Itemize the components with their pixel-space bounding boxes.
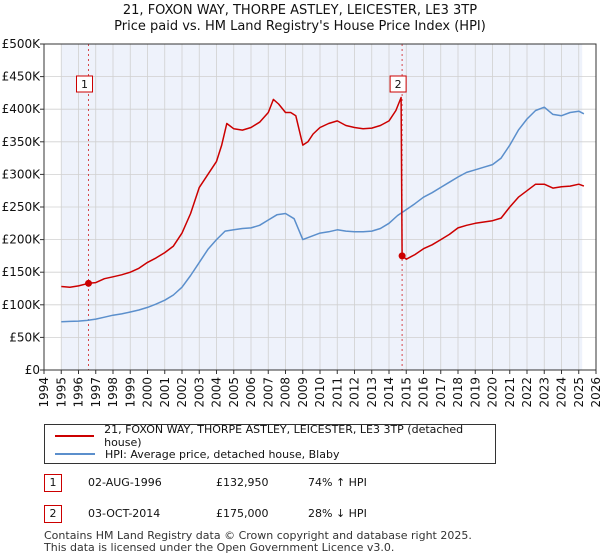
x-tick-label: 2008 — [279, 377, 293, 408]
y-tick-label: £400K — [2, 102, 42, 116]
transaction-label-number: 2 — [395, 78, 402, 91]
y-tick-label: £0 — [25, 363, 40, 377]
x-tick-label: 2024 — [555, 377, 569, 408]
transaction-label-number: 1 — [81, 78, 88, 91]
x-tick-label: 2001 — [158, 377, 172, 408]
x-tick-label: 2016 — [417, 377, 431, 408]
chart-title-line2: Price paid vs. HM Land Registry's House … — [114, 19, 486, 34]
footer-licence: This data is licensed under the Open Gov… — [44, 541, 395, 554]
chart-title-line1: 21, FOXON WAY, THORPE ASTLEY, LEICESTER,… — [123, 3, 477, 18]
x-tick-label: 2020 — [486, 377, 500, 408]
x-tick-label: 2013 — [365, 377, 379, 408]
series-lines — [61, 96, 585, 323]
x-tick-label: 2014 — [382, 377, 396, 408]
legend-swatch-hpi — [55, 453, 95, 455]
price-chart: 21, FOXON WAY, THORPE ASTLEY, LEICESTER,… — [2, 3, 600, 408]
y-tick-label: £150K — [2, 265, 42, 279]
legend-label-property: 21, FOXON WAY, THORPE ASTLEY, LEICESTER,… — [104, 423, 464, 449]
legend-label-hpi: HPI: Average price, detached house, Blab… — [105, 447, 340, 461]
transaction-badge: 2 — [44, 505, 62, 523]
x-tick-label: 2017 — [434, 377, 448, 408]
x-tick-label: 1995 — [54, 377, 68, 408]
x-tick-label: 1997 — [89, 377, 103, 408]
property-price-line — [61, 96, 585, 288]
x-tick-label: 2026 — [589, 377, 600, 408]
x-tick-label: 1998 — [106, 377, 120, 408]
legend-swatch-property — [55, 435, 95, 437]
legend-item-hpi: HPI: Average price, detached house, Blab… — [55, 445, 339, 463]
x-tick-label: 2005 — [227, 377, 241, 408]
y-tick-label: £500K — [2, 37, 42, 51]
x-tick-label: 2009 — [296, 377, 310, 408]
x-tick-label: 2004 — [210, 377, 224, 408]
x-tick-label: 1999 — [123, 377, 137, 408]
x-tick-label: 2003 — [192, 377, 206, 408]
x-tick-label: 1994 — [37, 377, 51, 408]
y-tick-label: £350K — [2, 135, 42, 149]
transaction-badge: 1 — [44, 474, 62, 492]
transaction-label-box — [76, 75, 94, 93]
transaction-date: 02-AUG-1996 — [88, 476, 162, 489]
x-tick-label: 2022 — [520, 377, 534, 408]
sale-point — [85, 279, 93, 287]
legend: 21, FOXON WAY, THORPE ASTLEY, LEICESTER,… — [44, 423, 496, 464]
x-tick-label: 2019 — [468, 377, 482, 408]
x-tick-label: 1996 — [72, 377, 86, 408]
y-tick-label: £300K — [2, 167, 42, 181]
transaction-price: £175,000 — [216, 507, 269, 520]
x-tick-label: 2007 — [261, 377, 275, 408]
x-tick-label: 2006 — [244, 377, 258, 408]
x-axis-ticks: 1994 1995 1996 1997 1998 1999 2000 2001 2002 2003… — [37, 370, 600, 408]
transaction-price: £132,950 — [216, 476, 269, 489]
transaction-label-box — [389, 75, 407, 93]
transaction-markers — [88, 44, 403, 370]
x-tick-label: 2000 — [141, 377, 155, 408]
x-tick-label: 2002 — [175, 377, 189, 408]
y-tick-label: £50K — [9, 330, 41, 344]
y-tick-label: £100K — [2, 298, 42, 312]
footer: Contains HM Land Registry data © Crown c… — [44, 530, 472, 554]
x-tick-label: 2015 — [399, 377, 413, 408]
y-tick-label: £450K — [2, 70, 42, 84]
y-tick-label: £250K — [2, 200, 42, 214]
transaction-hpi-diff: 28% ↓ HPI — [308, 507, 367, 520]
x-tick-label: 2021 — [503, 377, 517, 408]
sale-points — [85, 252, 406, 287]
footer-copyright: Contains HM Land Registry data © Crown c… — [44, 529, 472, 542]
y-tick-label: £200K — [2, 233, 42, 247]
hpi-line — [61, 106, 585, 323]
x-tick-label: 2011 — [330, 377, 344, 408]
transaction-hpi-diff: 74% ↑ HPI — [308, 476, 367, 489]
x-tick-label: 2023 — [537, 377, 551, 408]
x-tick-label: 2025 — [572, 377, 586, 408]
y-axis-ticks: £0 £50K £100K £150K £200K £250K £300K £350K £400… — [2, 37, 44, 377]
x-tick-label: 2018 — [451, 377, 465, 408]
transaction-date: 03-OCT-2014 — [88, 507, 161, 520]
x-tick-label: 2010 — [313, 377, 327, 408]
sale-point — [398, 252, 406, 260]
legend-item-property: 21, FOXON WAY, THORPE ASTLEY, LEICESTER,… — [55, 423, 495, 449]
x-tick-label: 2012 — [348, 377, 362, 408]
